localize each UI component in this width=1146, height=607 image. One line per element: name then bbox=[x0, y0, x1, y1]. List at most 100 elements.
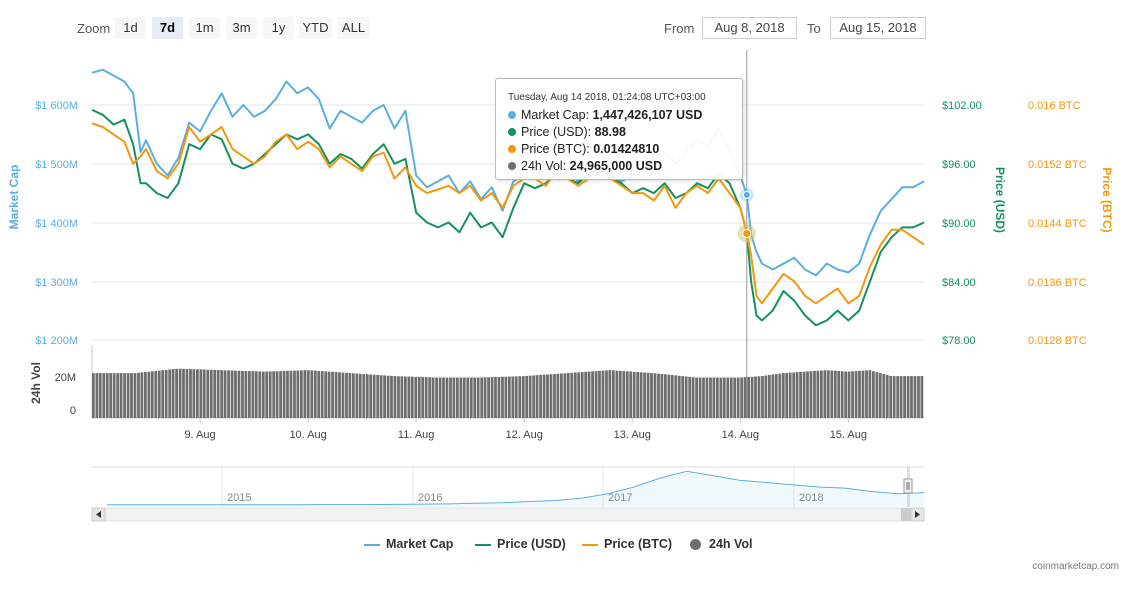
legend-item-volume[interactable]: 24h Vol bbox=[690, 537, 753, 551]
volume-bar bbox=[757, 376, 761, 418]
volume-bar bbox=[476, 377, 480, 418]
volume-bar bbox=[379, 375, 383, 418]
volume-bar bbox=[688, 376, 692, 418]
legend-item-price-usd[interactable]: Price (USD) bbox=[475, 537, 566, 551]
scrollbar-thumb bbox=[901, 508, 911, 521]
volume-bar bbox=[740, 377, 744, 418]
series-line-price-btc bbox=[91, 122, 925, 305]
zoom-button-3m[interactable]: 3m bbox=[226, 17, 257, 39]
price-btc-dot-icon bbox=[508, 145, 516, 153]
volume-bar bbox=[209, 369, 213, 418]
volume-bar bbox=[178, 368, 182, 418]
volume-bar bbox=[899, 376, 903, 418]
volume-bar bbox=[833, 370, 837, 418]
volume-bar bbox=[95, 373, 99, 418]
volume-bar bbox=[837, 371, 841, 418]
market-cap-dot-icon bbox=[508, 111, 516, 119]
volume-bar bbox=[882, 374, 886, 418]
volume-bar bbox=[875, 372, 879, 418]
volume-bar bbox=[144, 372, 147, 418]
volume-bar bbox=[244, 371, 248, 418]
x-tick-label: 11. Aug bbox=[398, 429, 435, 441]
volume-bar bbox=[802, 371, 806, 418]
arrow-right-icon bbox=[915, 511, 920, 518]
volume-bar bbox=[421, 377, 425, 418]
volume-bar bbox=[289, 370, 293, 418]
volume-bar bbox=[511, 376, 515, 418]
zoom-button-7d[interactable]: 7d bbox=[152, 17, 183, 39]
tooltip-price-btc-label: Price (BTC): bbox=[521, 142, 590, 156]
volume-bar bbox=[112, 373, 116, 418]
to-date-input[interactable]: Aug 15, 2018 bbox=[830, 17, 926, 39]
volume-bar bbox=[570, 372, 574, 418]
volume-bar bbox=[192, 369, 196, 418]
volume-bar bbox=[560, 373, 563, 418]
navigator[interactable]: 2015 2016 2017 2018 bbox=[91, 466, 925, 522]
volume-bar bbox=[296, 370, 300, 418]
zoom-button-1y[interactable]: 1y bbox=[263, 17, 294, 39]
chart-legend: Market Cap Price (USD) Price (BTC) 24h V… bbox=[0, 535, 1146, 555]
tooltip-price-btc-value: 0.01424810 bbox=[593, 142, 660, 156]
volume-bar bbox=[234, 370, 237, 418]
volume-bar bbox=[726, 377, 730, 418]
legend-volume-label: 24h Vol bbox=[709, 537, 753, 551]
volume-bar bbox=[650, 373, 653, 418]
to-label: To bbox=[807, 21, 821, 36]
volume-bar bbox=[546, 374, 549, 418]
y-axis-labels: $1 200M $78.00 0.0128 BTC $1 300M $84.00 0.01… bbox=[35, 100, 1087, 417]
from-date-input[interactable]: Aug 8, 2018 bbox=[702, 17, 797, 39]
volume-bar bbox=[119, 373, 123, 418]
volume-bar bbox=[487, 377, 490, 418]
legend-price-btc-label: Price (BTC) bbox=[604, 537, 673, 551]
volume-bar bbox=[670, 375, 674, 418]
zoom-button-all[interactable]: ALL bbox=[337, 17, 370, 39]
volume-bar bbox=[424, 377, 428, 418]
volume-bar bbox=[632, 371, 636, 418]
volume-bar bbox=[171, 369, 175, 418]
volume-bar bbox=[362, 374, 366, 418]
legend-item-price-btc[interactable]: Price (BTC) bbox=[582, 537, 672, 551]
volume-bar bbox=[771, 374, 775, 418]
tooltip-volume-label: 24h Vol: bbox=[521, 159, 567, 173]
volume-bar bbox=[196, 369, 199, 418]
volume-bar bbox=[719, 377, 723, 418]
volume-bar bbox=[372, 374, 376, 418]
volume-bar bbox=[494, 377, 497, 418]
volume-bar bbox=[646, 372, 650, 418]
price-btc-tick-label: 0.0144 BTC bbox=[1028, 218, 1087, 230]
zoom-button-ytd[interactable]: YTD bbox=[299, 17, 332, 39]
volume-bar bbox=[130, 373, 133, 418]
tooltip-date: Tuesday, Aug 14 2018, 01:24:08 UTC+03:00 bbox=[508, 92, 706, 103]
zoom-button-1m[interactable]: 1m bbox=[189, 17, 220, 39]
price-btc-axis-title: Price (BTC) bbox=[1100, 167, 1114, 232]
legend-item-market-cap[interactable]: Market Cap bbox=[364, 537, 453, 551]
volume-bar bbox=[591, 371, 594, 418]
market-cap-tick-label: $1 300M bbox=[35, 277, 78, 289]
volume-bar bbox=[442, 377, 445, 418]
volume-bar bbox=[625, 371, 629, 418]
volume-bar bbox=[466, 377, 470, 418]
volume-bar bbox=[508, 376, 511, 418]
volume-bar bbox=[518, 376, 522, 418]
volume-bar bbox=[133, 373, 137, 418]
volume-bar bbox=[213, 369, 217, 418]
credits-link[interactable]: coinmarketcap.com bbox=[1032, 561, 1119, 572]
volume-bar bbox=[293, 370, 296, 418]
volume-bar bbox=[92, 373, 95, 418]
volume-bar bbox=[892, 376, 896, 418]
volume-bar bbox=[816, 370, 820, 418]
navigator-year-label: 2018 bbox=[799, 492, 823, 504]
volume-bar bbox=[300, 370, 303, 418]
volume-bar bbox=[248, 371, 251, 418]
volume-bar bbox=[348, 373, 352, 418]
navigator-year-label: 2017 bbox=[608, 492, 632, 504]
market-cap-tick-label: $1 600M bbox=[35, 100, 78, 112]
volume-bar bbox=[490, 377, 494, 418]
zoom-button-1d[interactable]: 1d bbox=[115, 17, 146, 39]
x-tick-label: 12. Aug bbox=[506, 429, 543, 441]
series-line-market-cap bbox=[91, 68, 925, 277]
volume-bar bbox=[355, 373, 359, 418]
arrow-left-icon bbox=[96, 511, 101, 518]
volume-bar bbox=[338, 372, 341, 418]
volume-bar bbox=[306, 370, 310, 418]
